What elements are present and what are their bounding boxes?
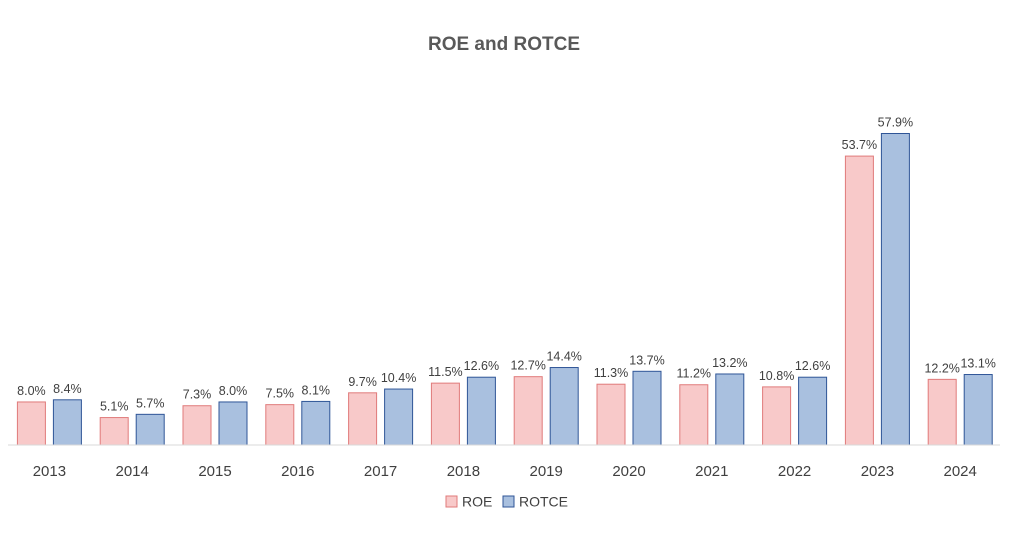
x-tick-label-2017: 2017: [364, 463, 397, 480]
bar-rotce-2015: [218, 401, 248, 446]
data-label-rotce-2013: 8.4%: [53, 382, 82, 396]
data-label-rotce-2016: 8.1%: [302, 383, 331, 397]
x-axis-ticks: 2013 2014 2015 2016 2017 2018 2019 2020 2021 2022…: [33, 463, 977, 480]
data-label-rotce-2017: 10.4%: [381, 371, 416, 385]
legend-swatch-rotce: [502, 495, 515, 508]
data-label-roe-2024: 12.2%: [924, 361, 959, 375]
x-tick-label-2023: 2023: [861, 463, 894, 480]
bar-rotce-2014: [135, 413, 165, 446]
data-label-rotce-2015: 8.0%: [219, 384, 248, 398]
bar-rotce-2022: [798, 376, 828, 446]
data-label-roe-2016: 7.5%: [266, 387, 295, 401]
bar-rotce-2017: [384, 388, 414, 446]
bar-rotce-2020: [632, 370, 662, 446]
legend: ROE ROTCE: [445, 494, 568, 510]
x-tick-label-2016: 2016: [281, 463, 314, 480]
data-label-rotce-2023: 57.9%: [878, 115, 913, 129]
x-tick-label-2014: 2014: [116, 463, 149, 480]
data-label-roe-2017: 9.7%: [348, 375, 377, 389]
data-label-rotce-2021: 13.2%: [712, 356, 747, 370]
x-tick-label-2015: 2015: [198, 463, 231, 480]
data-label-roe-2023: 53.7%: [842, 138, 877, 152]
bar-roe-2023: [844, 155, 874, 446]
bar-rotce-2024: [963, 374, 993, 446]
x-tick-label-2021: 2021: [695, 463, 728, 480]
x-tick-label-2022: 2022: [778, 463, 811, 480]
legend-label-rotce: ROTCE: [519, 494, 568, 510]
bar-rotce-2021: [715, 373, 745, 446]
x-tick-label-2013: 2013: [33, 463, 66, 480]
bar-roe-2014: [99, 417, 129, 446]
data-label-rotce-2018: 12.6%: [464, 359, 499, 373]
data-label-rotce-2020: 13.7%: [629, 353, 664, 367]
bar-rotce-2018: [466, 376, 496, 446]
data-label-roe-2015: 7.3%: [183, 388, 212, 402]
chart-title: ROE and ROTCE: [428, 34, 580, 55]
data-label-roe-2019: 12.7%: [510, 359, 545, 373]
bar-rotce-2023: [880, 132, 910, 446]
bar-roe-2022: [762, 386, 792, 446]
bar-roe-2016: [265, 404, 295, 446]
bar-rotce-2013: [52, 399, 82, 446]
data-label-roe-2018: 11.5%: [428, 365, 463, 379]
bar-roe-2020: [596, 383, 626, 446]
legend-label-roe: ROE: [462, 494, 492, 510]
data-label-roe-2013: 8.0%: [17, 384, 46, 398]
bar-roe-2021: [679, 384, 709, 446]
x-tick-label-2020: 2020: [612, 463, 645, 480]
x-tick-label-2018: 2018: [447, 463, 480, 480]
data-label-rotce-2024: 13.1%: [960, 357, 995, 371]
data-label-rotce-2019: 14.4%: [546, 350, 581, 364]
data-label-rotce-2022: 12.6%: [795, 359, 830, 373]
data-label-roe-2020: 11.3%: [594, 366, 629, 380]
bar-rotce-2016: [301, 400, 331, 446]
legend-swatch-roe: [445, 495, 458, 508]
data-label-roe-2014: 5.1%: [100, 400, 129, 414]
bar-roe-2024: [927, 378, 957, 446]
bar-rotce-2019: [549, 367, 579, 446]
bar-roe-2015: [182, 405, 212, 446]
bar-roe-2019: [513, 376, 543, 446]
bar-roe-2013: [16, 401, 46, 446]
data-label-roe-2022: 10.8%: [759, 369, 794, 383]
bar-roe-2018: [430, 382, 460, 446]
x-tick-label-2024: 2024: [944, 463, 977, 480]
data-label-roe-2021: 11.2%: [677, 367, 712, 381]
bar-roe-2017: [348, 392, 378, 446]
data-label-rotce-2014: 5.7%: [136, 396, 165, 410]
x-tick-label-2019: 2019: [530, 463, 563, 480]
bars-layer: 8.0% 8.4% 5.1% 5.7% 7.3% 8.0% 7.5% 8.1% 9.7% 10.4…: [16, 115, 996, 446]
